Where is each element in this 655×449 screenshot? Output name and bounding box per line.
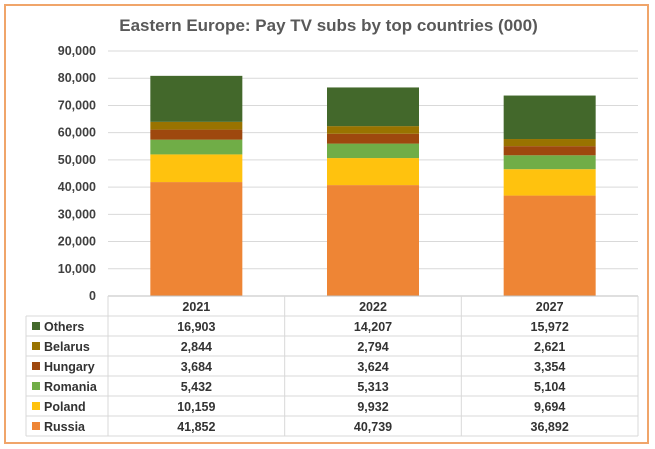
bar-segment-poland xyxy=(503,169,596,196)
bar-segment-others xyxy=(150,75,243,122)
data-table-cell: 5,104 xyxy=(534,380,565,394)
bar-segment-poland xyxy=(327,158,419,186)
legend-swatch-russia xyxy=(32,422,40,430)
series-name-russia: Russia xyxy=(44,420,86,434)
y-tick-label: 10,000 xyxy=(58,262,96,276)
y-tick-label: 60,000 xyxy=(58,126,96,140)
data-table-cell: 15,972 xyxy=(531,320,569,334)
data-table-cell: 5,313 xyxy=(357,380,388,394)
y-tick-label: 50,000 xyxy=(58,153,96,167)
data-table-cell: 3,354 xyxy=(534,360,565,374)
bar-segment-hungary xyxy=(150,129,243,140)
y-tick-label: 30,000 xyxy=(58,207,96,221)
chart-frame: Eastern Europe: Pay TV subs by top count… xyxy=(4,4,649,444)
legend-swatch-others xyxy=(32,322,40,330)
data-table-cell: 2,794 xyxy=(357,340,388,354)
bar-segment-russia xyxy=(503,195,596,296)
bar-segment-belarus xyxy=(503,139,596,147)
chart-title: Eastern Europe: Pay TV subs by top count… xyxy=(119,16,538,35)
y-tick-label: 70,000 xyxy=(58,98,96,112)
data-table-cell: 40,739 xyxy=(354,420,392,434)
y-tick-label: 40,000 xyxy=(58,180,96,194)
bar-segment-belarus xyxy=(150,121,243,130)
series-name-poland: Poland xyxy=(44,400,86,414)
data-table-cell: 16,903 xyxy=(177,320,215,334)
y-tick-label: 90,000 xyxy=(58,44,96,58)
bar-segment-belarus xyxy=(327,126,419,134)
data-table-cell: 5,432 xyxy=(181,380,212,394)
series-name-belarus: Belarus xyxy=(44,340,90,354)
bar-segment-russia xyxy=(327,185,419,296)
data-table-cell: 14,207 xyxy=(354,320,392,334)
legend-swatch-belarus xyxy=(32,342,40,350)
y-tick-label: 20,000 xyxy=(58,235,96,249)
y-tick-label: 0 xyxy=(89,289,96,303)
category-label: 2022 xyxy=(359,300,387,314)
data-table-cell: 10,159 xyxy=(177,400,215,414)
bar-segment-hungary xyxy=(327,133,419,144)
bar-segment-poland xyxy=(150,154,243,183)
data-table-cell: 2,621 xyxy=(534,340,565,354)
data-table-cell: 3,624 xyxy=(357,360,388,374)
category-label: 2027 xyxy=(536,300,564,314)
bar-segment-russia xyxy=(150,182,243,296)
category-label: 2021 xyxy=(182,300,210,314)
data-table-cell: 3,684 xyxy=(181,360,212,374)
data-table-cell: 9,694 xyxy=(534,400,565,414)
bar-segment-romania xyxy=(327,143,419,159)
bar-segment-hungary xyxy=(503,146,596,156)
series-name-others: Others xyxy=(44,320,84,334)
data-table-cell: 9,932 xyxy=(357,400,388,414)
bar-segment-others xyxy=(503,95,596,140)
bar-segment-others xyxy=(327,87,419,127)
bar-segment-romania xyxy=(150,139,243,155)
series-name-romania: Romania xyxy=(44,380,98,394)
series-name-hungary: Hungary xyxy=(44,360,95,374)
y-tick-label: 80,000 xyxy=(58,71,96,85)
data-table-cell: 41,852 xyxy=(177,420,215,434)
stacked-bar-chart: 0 10,000 20,000 30,000 40,000 50,000 60,000 70,… xyxy=(25,44,639,437)
data-table-cell: 36,892 xyxy=(531,420,569,434)
bar-segment-romania xyxy=(503,155,596,170)
legend-swatch-hungary xyxy=(32,362,40,370)
legend-swatch-poland xyxy=(32,402,40,410)
legend-swatch-romania xyxy=(32,382,40,390)
data-table-cell: 2,844 xyxy=(181,340,212,354)
